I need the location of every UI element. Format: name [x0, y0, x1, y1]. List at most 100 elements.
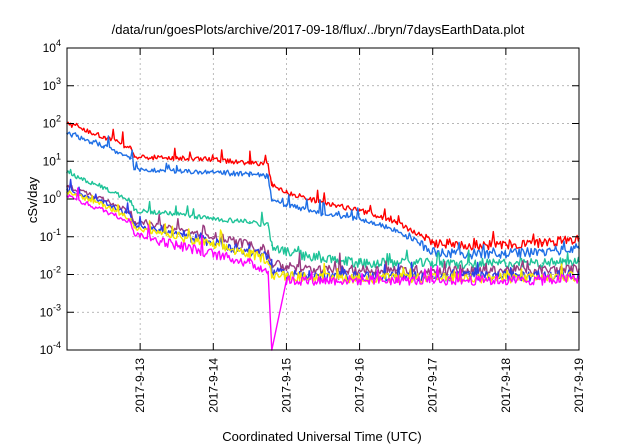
x-tick-label: 2017-9-19 [572, 358, 586, 413]
data-point [431, 241, 434, 244]
data-point [358, 269, 361, 271]
series-layer [66, 121, 580, 351]
data-point [541, 250, 544, 253]
series-line [66, 178, 580, 282]
data-point [505, 269, 507, 271]
data-point [267, 270, 269, 273]
data-point [395, 279, 397, 282]
data-point [102, 209, 105, 212]
data-point [249, 162, 251, 164]
data-point [102, 198, 105, 200]
data-point [175, 157, 178, 160]
chart-title: /data/run/goesPlots/archive/2017-09-18/f… [112, 22, 525, 37]
data-point [541, 269, 544, 271]
data-point [541, 241, 544, 244]
data-point [541, 279, 544, 282]
data-point [322, 279, 324, 282]
x-tick-label: 2017-9-16 [353, 358, 367, 413]
data-point [133, 156, 135, 158]
data-point [212, 253, 215, 255]
data-point [271, 183, 273, 185]
data-point [322, 258, 324, 261]
y-tick-label: 10-1 [40, 227, 61, 244]
data-point [175, 228, 178, 230]
x-tick-label: 2017-9-18 [499, 358, 513, 413]
data-point [175, 235, 178, 238]
data-point [395, 262, 397, 264]
data-point [505, 253, 507, 255]
data-point [271, 244, 273, 246]
series-line [66, 187, 580, 351]
data-point [358, 209, 361, 212]
data-point [133, 168, 135, 171]
data-point [431, 262, 434, 264]
data-point [249, 220, 251, 223]
series-line [66, 184, 580, 277]
series-line [66, 131, 580, 260]
data-point [271, 199, 273, 202]
data-point [130, 220, 132, 223]
data-point [130, 157, 132, 160]
data-point [395, 269, 397, 271]
data-point [249, 253, 251, 255]
data-point [468, 244, 471, 246]
data-point [505, 277, 507, 279]
data-point [285, 204, 288, 206]
data-point [175, 244, 178, 246]
x-tick-label: 2017-9-15 [279, 358, 293, 413]
data-point [102, 204, 105, 206]
plot-frame [66, 47, 580, 351]
y-tick-label: 104 [43, 38, 61, 55]
x-tick-label: 2017-9-13 [133, 358, 147, 413]
data-point [212, 217, 215, 220]
series-line [66, 168, 580, 270]
data-point [468, 279, 471, 282]
data-point [541, 262, 544, 264]
data-point [102, 145, 105, 148]
data-point [431, 279, 434, 282]
series-line [66, 121, 580, 251]
data-point [102, 201, 105, 204]
data-point [358, 217, 361, 220]
data-point [267, 175, 269, 178]
data-point [102, 186, 105, 189]
data-point [133, 227, 135, 229]
data-point [130, 147, 132, 150]
grid [67, 48, 579, 350]
data-point [468, 264, 471, 266]
data-point [212, 244, 215, 246]
data-point [267, 258, 269, 261]
data-point [175, 213, 178, 215]
data-point [285, 279, 288, 282]
data-point [395, 220, 397, 223]
y-tick-label: 10-3 [40, 302, 61, 319]
x-tick-label: 2017-9-14 [206, 358, 220, 413]
data-point [271, 273, 273, 276]
data-point [285, 267, 288, 269]
x-axis-label: Coordinated Universal Time (UTC) [222, 429, 421, 444]
data-point [102, 135, 105, 138]
data-point [130, 211, 132, 213]
data-point [285, 250, 288, 253]
data-point [212, 158, 215, 161]
data-point [431, 250, 434, 253]
series-line [66, 190, 580, 284]
data-point [505, 244, 507, 246]
y-tick-label: 103 [43, 76, 61, 93]
x-tick-label: 2017-9-17 [426, 358, 440, 413]
data-point [267, 224, 269, 227]
y-tick-label: 100 [43, 189, 61, 206]
y-axis-label: cSv/day [25, 176, 40, 223]
data-point [267, 164, 269, 166]
data-point [505, 279, 507, 282]
data-point [130, 215, 132, 218]
data-point [175, 170, 178, 172]
data-point [212, 235, 215, 238]
ticks: 10-4 10-3 10-2 10-1 100 101 102 103 104 2017-9-13… [40, 38, 586, 413]
y-tick-label: 10-4 [40, 340, 61, 357]
data-point [249, 173, 251, 176]
data-point [267, 250, 269, 253]
data-point [267, 255, 269, 258]
data-point [358, 279, 361, 282]
data-point [133, 220, 135, 223]
